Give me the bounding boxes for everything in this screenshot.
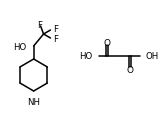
Text: F: F	[53, 25, 58, 34]
Text: F: F	[37, 20, 42, 29]
Text: O: O	[126, 66, 133, 75]
Text: HO: HO	[79, 52, 92, 61]
Text: OH: OH	[145, 52, 159, 61]
Text: O: O	[103, 38, 110, 47]
Text: NH: NH	[27, 97, 40, 106]
Text: HO: HO	[13, 42, 27, 51]
Text: F: F	[53, 35, 58, 44]
